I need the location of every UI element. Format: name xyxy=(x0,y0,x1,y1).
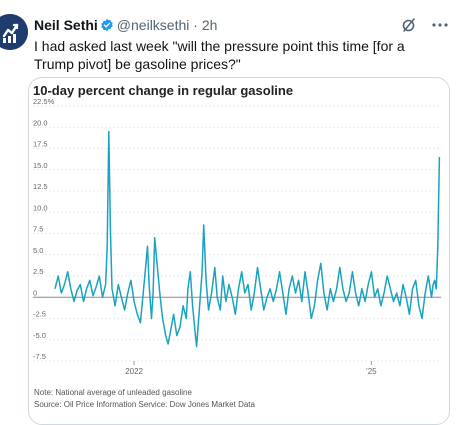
avatar[interactable] xyxy=(0,14,28,50)
y-tick-label: -7.5 xyxy=(33,352,46,361)
verified-badge-icon xyxy=(101,18,113,32)
x-tick-label: 2022 xyxy=(125,367,143,376)
chart-title: 10-day percent change in regular gasolin… xyxy=(33,83,294,98)
separator-dot: · xyxy=(193,17,198,33)
post-time[interactable]: 2h xyxy=(201,17,218,33)
x-tick-label: '25 xyxy=(366,367,377,376)
y-tick-label: 15.0 xyxy=(33,161,48,170)
y-tick-label: 2.5 xyxy=(33,267,43,276)
y-tick-label: 22.5% xyxy=(33,97,55,106)
y-tick-label: 12.5 xyxy=(33,182,48,191)
chart-image-card[interactable]: 10-day percent change in regular gasolin… xyxy=(28,77,450,425)
y-tick-label: 20.0 xyxy=(33,118,48,127)
chart-note: Note: National average of unleaded gasol… xyxy=(34,388,192,397)
y-tick-label: -5.0 xyxy=(33,331,46,340)
chart-source: Source: Oil Price Information Service: D… xyxy=(34,400,255,409)
y-tick-label: 10.0 xyxy=(33,203,48,212)
y-tick-label: 0 xyxy=(33,288,37,297)
y-tick-label: -2.5 xyxy=(33,310,46,319)
chart-plot: 22.5% 20.0 17.5 15.0 12.5 10.0 7.5 5.0 2.5 0 -2.5 -… xyxy=(33,97,441,376)
header-actions xyxy=(401,16,449,34)
y-tick-label: 17.5 xyxy=(33,140,48,149)
tweet-header: Neil Sethi @neilksethi · 2h xyxy=(34,16,449,34)
logo-icon xyxy=(0,14,28,50)
tweet-text: I had asked last week "will the pressure… xyxy=(34,38,405,72)
series-line xyxy=(54,130,441,348)
more-icon[interactable] xyxy=(431,17,449,33)
author-handle[interactable]: @neilksethi xyxy=(116,17,190,33)
y-tick-label: 5.0 xyxy=(33,246,43,255)
y-tick-label: 7.5 xyxy=(33,225,43,234)
grok-icon[interactable] xyxy=(401,17,417,33)
author-name[interactable]: Neil Sethi xyxy=(34,17,98,33)
